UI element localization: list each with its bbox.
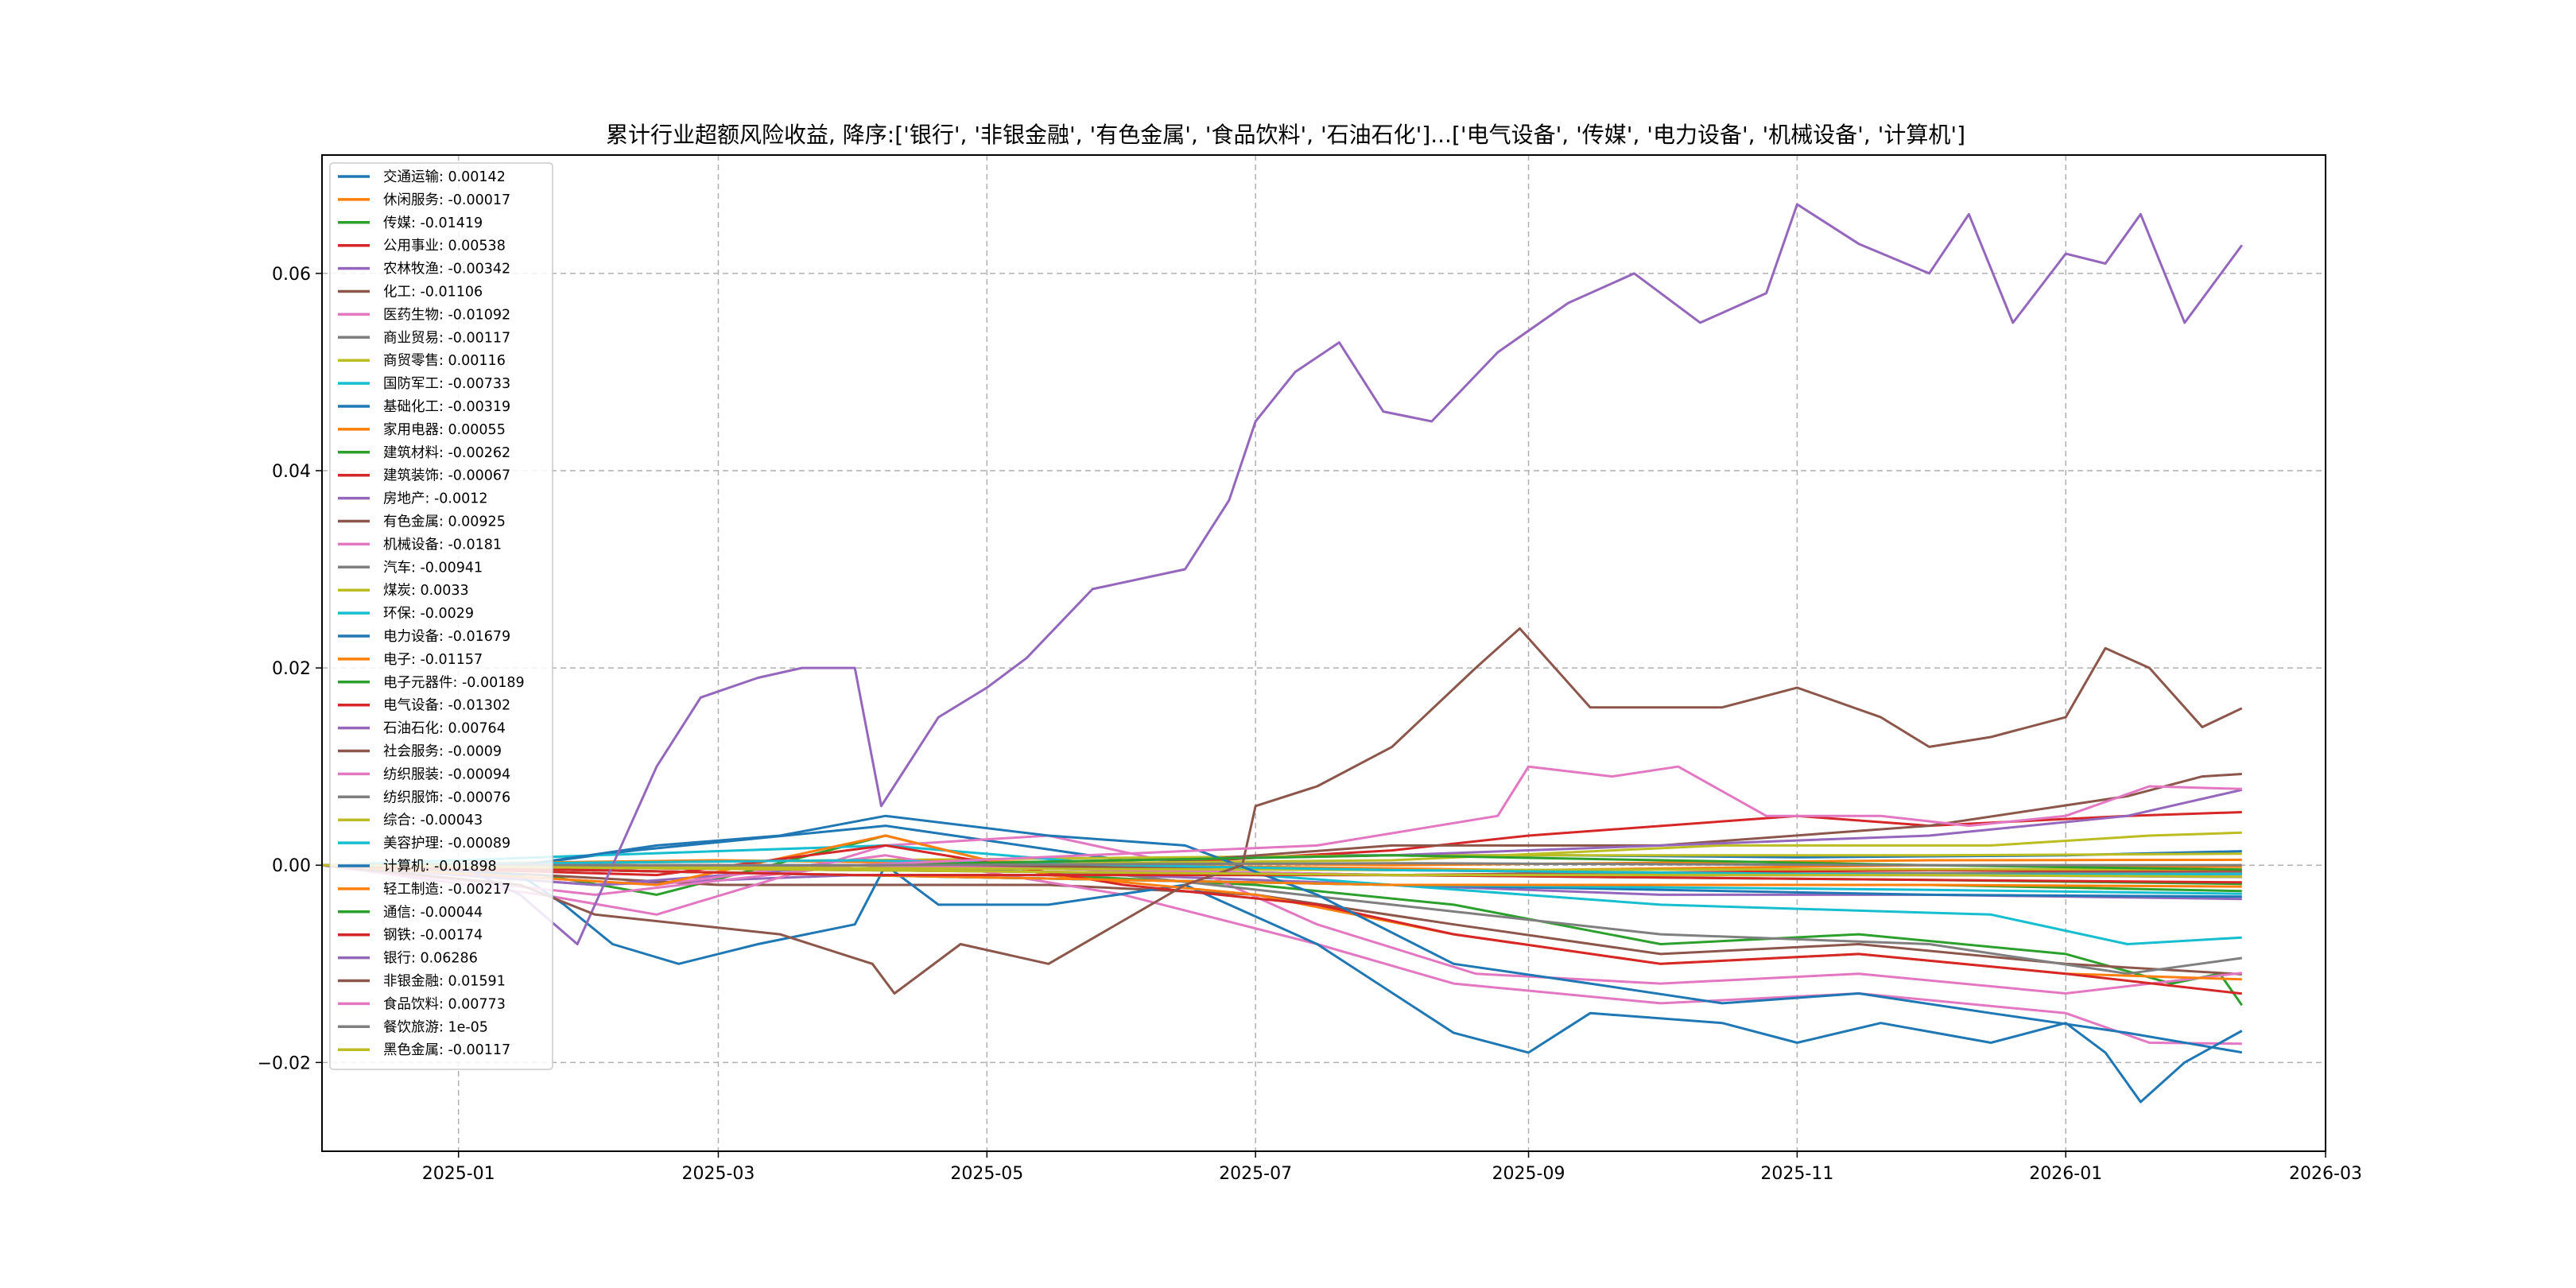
legend-entry: 黑色金属: -0.00117 bbox=[383, 1042, 510, 1058]
series-line bbox=[322, 765, 2242, 867]
legend-entry: 公用事业: 0.00538 bbox=[383, 239, 506, 254]
series-line bbox=[321, 863, 2242, 879]
y-tick-label: 0.04 bbox=[272, 462, 311, 482]
legend-box bbox=[329, 162, 553, 1070]
legend-entry: 家用电器: 0.00055 bbox=[383, 422, 506, 438]
series-line bbox=[322, 203, 2244, 945]
legend-entry: 纺织服饰: -0.00076 bbox=[383, 789, 510, 805]
x-tick-label: 2025-01 bbox=[422, 1164, 495, 1184]
legend-entry: 机械设备: -0.0181 bbox=[383, 537, 502, 553]
legend-entry: 房地产: -0.0012 bbox=[383, 491, 488, 507]
legend-entry: 通信: -0.00044 bbox=[383, 905, 483, 921]
legend-entry: 美容护理: -0.00089 bbox=[383, 836, 510, 852]
x-tick-label: 2025-11 bbox=[1760, 1164, 1833, 1184]
legend-entry: 纺织服装: -0.00094 bbox=[383, 766, 510, 782]
legend-entry: 医药生物: -0.01092 bbox=[383, 307, 510, 323]
legend-entry: 商贸零售: 0.00116 bbox=[383, 353, 506, 369]
legend-entry: 汽车: -0.00941 bbox=[383, 560, 483, 576]
legend-entry: 计算机: -0.01898 bbox=[383, 859, 497, 875]
x-axis: 2025-01 2025-03 2025-05 2025-07 2025-09 2025-… bbox=[422, 1151, 2362, 1184]
legend-entry: 石油石化: 0.00764 bbox=[383, 721, 506, 737]
legend: 交通运输: 0.00142 休闲服务: -0.00017 传媒: -0.01419 公… bbox=[329, 162, 553, 1070]
y-tick-label: 0.02 bbox=[272, 659, 311, 679]
y-axis: −0.02 0.00 0.02 0.04 0.06 bbox=[258, 265, 322, 1073]
x-tick-label: 2025-09 bbox=[1492, 1164, 1565, 1184]
legend-entry: 交通运输: 0.00142 bbox=[383, 169, 506, 185]
legend-entry: 国防军工: -0.00733 bbox=[383, 376, 510, 392]
legend-entry: 商业贸易: -0.00117 bbox=[383, 330, 510, 346]
x-tick-label: 2025-03 bbox=[682, 1164, 755, 1184]
legend-entry: 食品饮料: 0.00773 bbox=[383, 996, 506, 1012]
chart-title: 累计行业超额风险收益, 降序:['银行', '非银金融', '有色金属', '食… bbox=[606, 122, 1965, 148]
y-tick-label: 0.00 bbox=[272, 856, 311, 876]
y-tick-label: −0.02 bbox=[258, 1053, 311, 1073]
series-lines bbox=[321, 203, 2244, 1104]
legend-entry: 休闲服务: -0.00017 bbox=[383, 192, 510, 208]
legend-entry: 电子元器件: -0.00189 bbox=[383, 675, 525, 691]
legend-entry: 电力设备: -0.01679 bbox=[383, 629, 510, 645]
legend-entry: 化工: -0.01106 bbox=[383, 285, 483, 301]
legend-entry: 餐饮旅游: 1e-05 bbox=[383, 1019, 488, 1035]
y-tick-label: 0.06 bbox=[272, 265, 311, 285]
series-line bbox=[322, 862, 2242, 867]
legend-entry: 非银金融: 0.01591 bbox=[383, 974, 506, 990]
legend-entry: 社会服务: -0.0009 bbox=[383, 744, 502, 760]
series-line bbox=[321, 863, 2242, 976]
series-line bbox=[321, 863, 2243, 1104]
legend-entry: 煤炭: 0.0033 bbox=[383, 583, 469, 599]
legend-entry: 环保: -0.0029 bbox=[383, 606, 474, 622]
series-line bbox=[321, 834, 2244, 1007]
legend-entry: 综合: -0.00043 bbox=[383, 813, 483, 828]
series-line bbox=[322, 814, 2243, 1054]
legend-entry: 钢铁: -0.00174 bbox=[383, 928, 483, 944]
legend-entry: 有色金属: 0.00925 bbox=[383, 514, 506, 530]
legend-entry: 银行: 0.06286 bbox=[383, 951, 478, 967]
plot-frame bbox=[321, 154, 2326, 1152]
legend-entry: 轻工制造: -0.00217 bbox=[383, 882, 510, 898]
x-tick-label: 2025-05 bbox=[950, 1164, 1023, 1184]
legend-entry: 电气设备: -0.01302 bbox=[383, 698, 510, 714]
x-tick-label: 2026-01 bbox=[2029, 1164, 2102, 1184]
legend-entry: 建筑材料: -0.00262 bbox=[383, 445, 510, 461]
x-tick-label: 2025-07 bbox=[1219, 1164, 1292, 1184]
legend-entry: 传媒: -0.01419 bbox=[383, 215, 483, 231]
legend-entry: 农林牧渔: -0.00342 bbox=[383, 262, 510, 277]
legend-entry: 建筑装饰: -0.00067 bbox=[383, 468, 510, 484]
legend-entry: 基础化工: -0.00319 bbox=[383, 399, 510, 415]
series-line bbox=[321, 627, 2243, 995]
legend-entry: 电子: -0.01157 bbox=[383, 652, 483, 668]
x-tick-label: 2026-03 bbox=[2289, 1164, 2362, 1184]
